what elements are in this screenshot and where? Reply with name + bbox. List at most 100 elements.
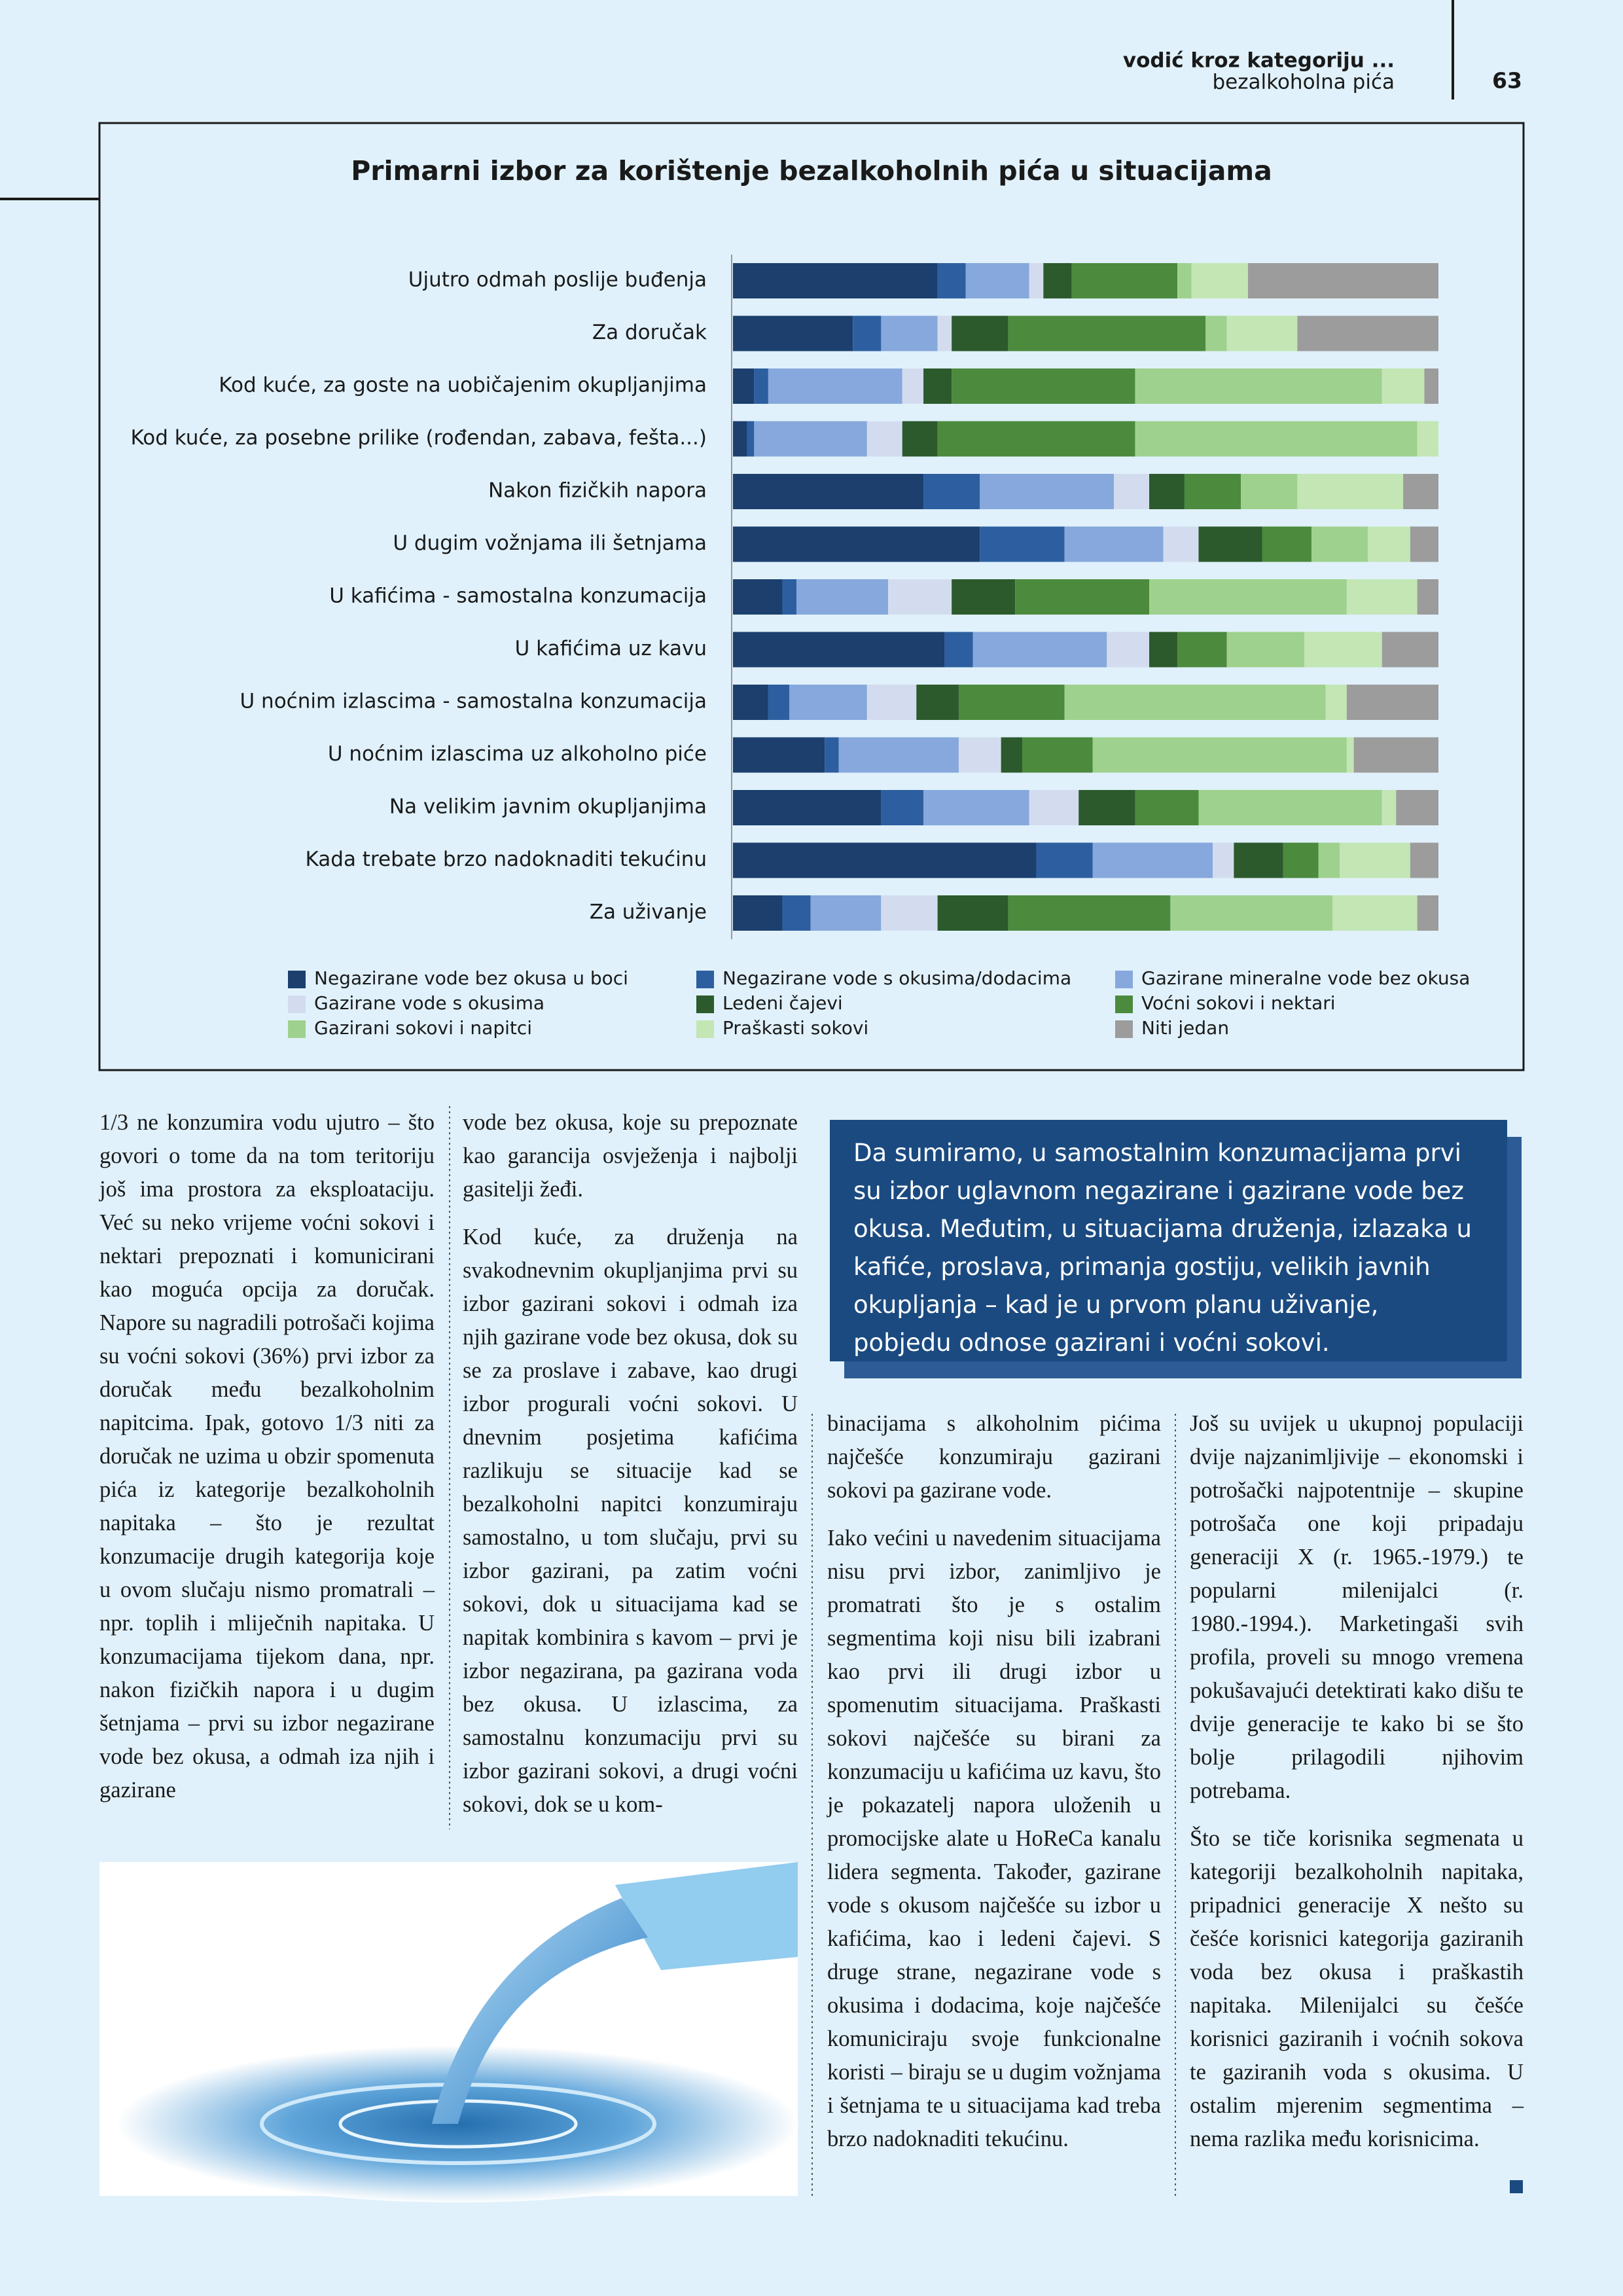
bar-segment xyxy=(902,421,938,457)
bar-segment xyxy=(937,263,966,298)
legend-swatch xyxy=(696,1020,714,1038)
bar-segment xyxy=(1417,895,1438,931)
category-label: U noćnim izlascima uz alkoholno piće xyxy=(328,742,707,766)
bar-segment xyxy=(1135,421,1418,457)
bar-segment xyxy=(733,315,853,351)
bar-segment xyxy=(1008,895,1171,931)
bar-segment xyxy=(789,685,867,720)
bar-segment xyxy=(923,474,980,509)
bar-segment xyxy=(1346,685,1438,720)
bar-segment xyxy=(1184,474,1241,509)
paragraph: Kod kuće, za druženja na svakodnevnim ok… xyxy=(463,1225,798,1817)
legend-label: Negazirane vode s okusima/dodacima xyxy=(722,967,1071,989)
bar-segment xyxy=(1198,526,1262,562)
bar-segment xyxy=(1015,579,1150,615)
bar-segment xyxy=(733,421,747,457)
bar-segment xyxy=(1403,474,1438,509)
bar-segment xyxy=(733,895,783,931)
bar-segment xyxy=(733,632,945,668)
legend-label: Negazirane vode bez okusa u boci xyxy=(314,967,628,989)
bar-segment xyxy=(965,263,1029,298)
category-label: Na velikim javnim okupljanjima xyxy=(389,795,707,819)
bar-segment xyxy=(733,579,783,615)
legend-label: Gazirane mineralne vode bez okusa xyxy=(1141,967,1470,989)
bar-segment xyxy=(1001,737,1022,773)
legend-swatch xyxy=(696,996,714,1013)
category-label: Kod kuće, za goste na uobičajenim okuplj… xyxy=(219,374,707,397)
bar-segment xyxy=(1340,842,1410,878)
bar-segment xyxy=(1170,895,1333,931)
bar-segment xyxy=(980,526,1065,562)
bar-segment xyxy=(952,315,1008,351)
legend-swatch xyxy=(696,971,714,988)
text-column: vode bez okusa, koje su prepoznate kao g… xyxy=(463,1106,798,1836)
bar-segment xyxy=(1092,737,1347,773)
bar-segment xyxy=(1297,315,1438,351)
bar-segment xyxy=(923,790,1029,825)
bar-segment xyxy=(1368,526,1410,562)
bar-segment xyxy=(937,315,952,351)
bar-segment xyxy=(1198,790,1382,825)
legend-label: Voćni sokovi i nektari xyxy=(1141,992,1336,1014)
bar-segment xyxy=(1226,632,1305,668)
legend-label: Ledeni čajevi xyxy=(722,992,843,1014)
bar-segment xyxy=(1382,368,1425,404)
paragraph: binacijama s alkoholnim pićima najčešće … xyxy=(827,1411,1161,1503)
category-label: Kod kuće, za posebne prilike (rođendan, … xyxy=(130,426,707,450)
legend-label: Gazirane vode s okusima xyxy=(314,992,544,1014)
legend-swatch xyxy=(288,1020,306,1038)
category-label: U dugim vožnjama ili šetnjama xyxy=(393,531,707,555)
bar-segment xyxy=(1353,737,1438,773)
bar-segment xyxy=(754,368,768,404)
legend-label: Niti jedan xyxy=(1141,1017,1229,1039)
callout: Da sumiramo, u samostalnim konzumacijama… xyxy=(830,1120,1507,1361)
bar-segment xyxy=(733,526,980,562)
bar-segment xyxy=(866,421,902,457)
bar-segment xyxy=(1424,368,1438,404)
bar-segment xyxy=(1234,842,1283,878)
bar-segment xyxy=(1107,632,1150,668)
category-label: U noćnim izlascima - samostalna konzumac… xyxy=(240,690,707,713)
bar-segment xyxy=(796,579,889,615)
bar-segment xyxy=(1241,474,1298,509)
bar-segment xyxy=(1135,790,1199,825)
bar-segment xyxy=(733,368,755,404)
bar-segment xyxy=(733,737,825,773)
chart-frame xyxy=(98,122,1525,1071)
bar-segment xyxy=(1283,842,1319,878)
bar-segment xyxy=(747,421,755,457)
bar-segment xyxy=(916,685,959,720)
bar-segment xyxy=(1382,632,1438,668)
legend-swatch xyxy=(288,996,306,1013)
bar-segment xyxy=(1092,842,1213,878)
category-label: U kafićima - samostalna konzumacija xyxy=(329,584,707,608)
bar-segment xyxy=(733,842,1037,878)
bar-segment xyxy=(1149,632,1178,668)
category-label: Nakon fizičkih napora xyxy=(488,479,707,503)
bar-segment xyxy=(980,474,1115,509)
bar-segment xyxy=(1008,315,1206,351)
bar-segment xyxy=(1064,526,1164,562)
bar-segment xyxy=(1304,632,1382,668)
bar-segment xyxy=(1410,526,1438,562)
bar-segment xyxy=(1163,526,1199,562)
category-label: Za doručak xyxy=(592,321,707,344)
category-label: Kada trebate brzo nadoknaditi tekućinu xyxy=(306,848,707,871)
bar-segment xyxy=(1382,790,1397,825)
bar-segment xyxy=(768,368,902,404)
legend-swatch xyxy=(1115,1020,1133,1038)
bar-segment xyxy=(1177,263,1192,298)
category-label: U kafićima uz kavu xyxy=(515,637,707,660)
bar-segment xyxy=(1332,895,1418,931)
legend-label: Praškasti sokovi xyxy=(722,1017,868,1039)
bar-segment xyxy=(937,895,1008,931)
bar-segment xyxy=(733,474,924,509)
page-number: 63 xyxy=(1492,68,1522,94)
bar-segment xyxy=(1410,842,1438,878)
legend-swatch xyxy=(288,971,306,988)
bar-segment xyxy=(853,315,882,351)
bar-segment xyxy=(1022,737,1093,773)
bar-segment xyxy=(1064,685,1326,720)
bar-segment xyxy=(958,737,1001,773)
bar-segment xyxy=(958,685,1065,720)
